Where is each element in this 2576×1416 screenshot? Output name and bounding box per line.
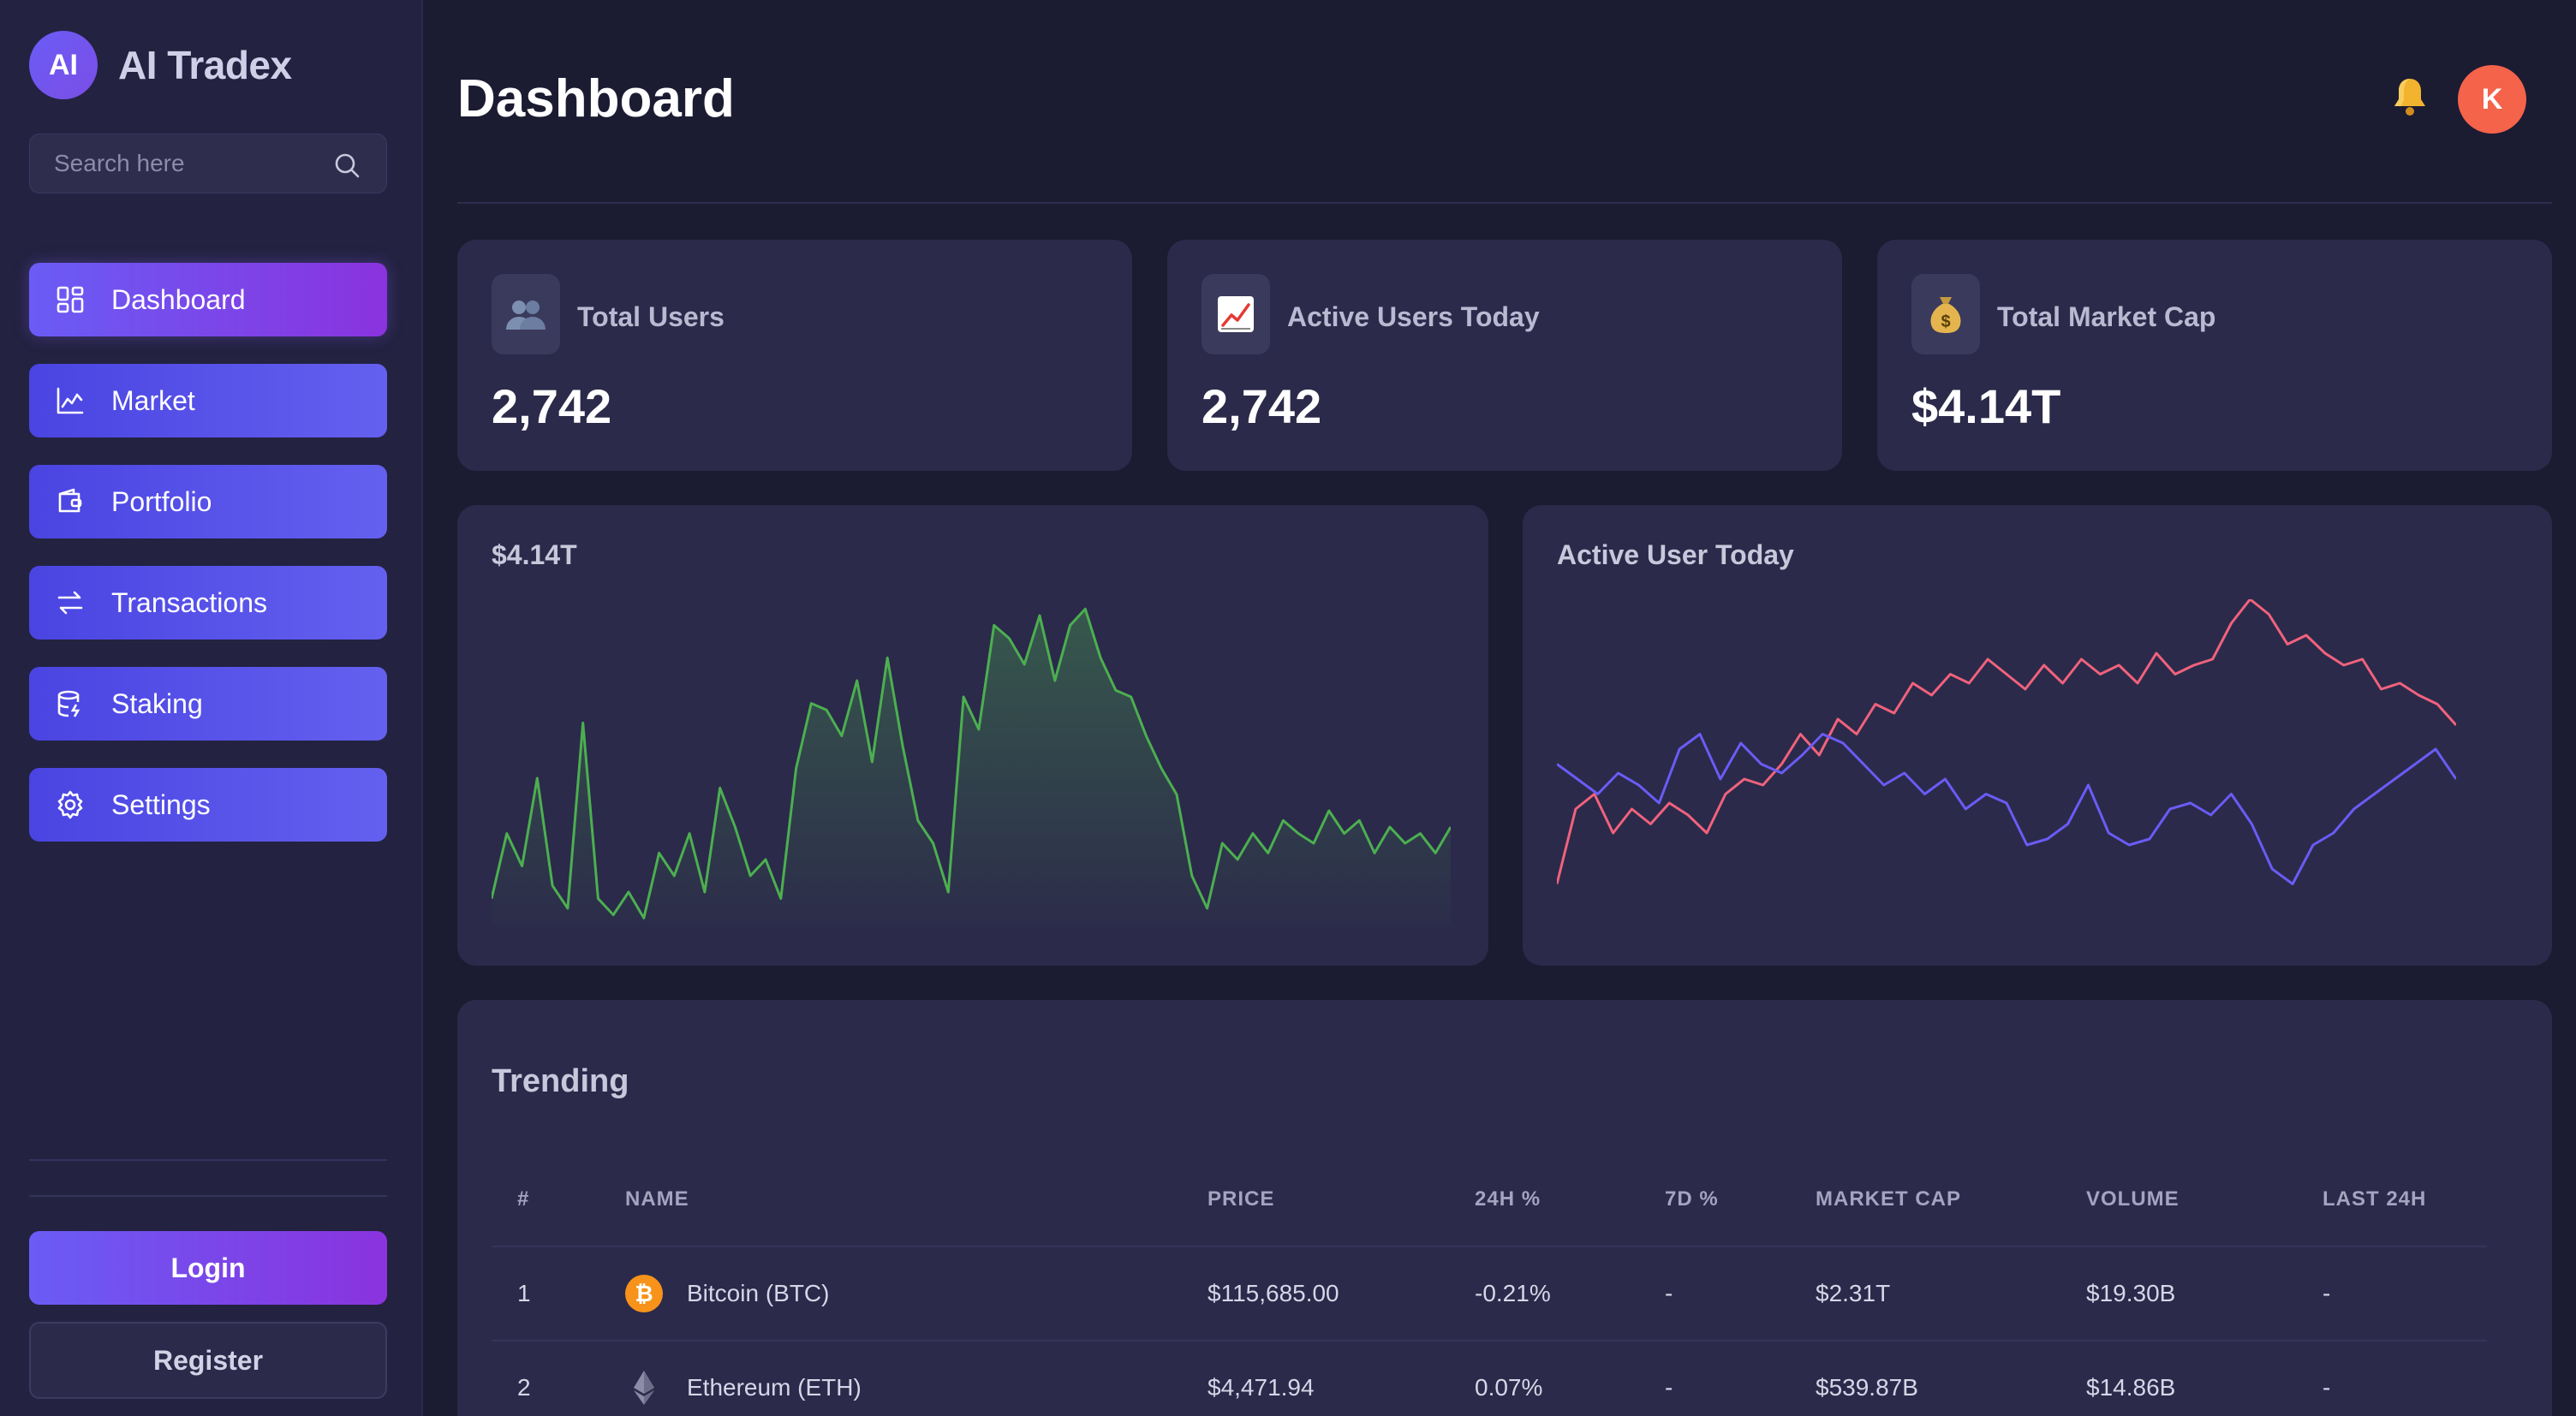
stat-value: 2,742	[492, 379, 612, 433]
notification-bell-icon[interactable]	[2391, 75, 2429, 118]
sidebar-item-market[interactable]: Market	[29, 364, 387, 437]
search-input[interactable]	[54, 134, 337, 193]
sidebar-item-settings[interactable]: Settings	[29, 768, 387, 842]
trending-table: # NAME PRICE 24H % 7D % MARKET CAP VOLUM…	[492, 1152, 2487, 1416]
brand[interactable]: AI AI Tradex	[29, 31, 292, 99]
users-icon	[492, 274, 560, 354]
sidebar-item-label: Staking	[111, 687, 203, 719]
dashboard-grid-icon	[55, 284, 86, 315]
ethereum-icon	[625, 1369, 663, 1407]
cell-24h-change: -0.21%	[1475, 1246, 1665, 1342]
wallet-icon	[55, 486, 86, 517]
gear-icon	[55, 789, 86, 820]
stat-label: Total Market Cap	[1997, 301, 2216, 332]
coin-name[interactable]: Bitcoin (BTC)	[687, 1280, 830, 1306]
brand-name: AI Tradex	[118, 43, 292, 87]
trending-title: Trending	[492, 1063, 629, 1099]
column-header-name[interactable]: NAME	[625, 1152, 1208, 1247]
cell-volume: $19.30B	[2086, 1246, 2323, 1342]
sidebar-item-label: Dashboard	[111, 283, 246, 315]
sidebar-divider	[29, 1159, 387, 1161]
trending-card: Trending # NAME PRICE 24H % 7D % MARKET …	[457, 1000, 2552, 1416]
stat-label: Active Users Today	[1287, 301, 1540, 332]
arrows-swap-icon	[55, 587, 86, 618]
active-user-series-purple-line	[1557, 733, 2456, 885]
cell-rank: 1	[492, 1246, 625, 1342]
sidebar-item-transactions[interactable]: Transactions	[29, 566, 387, 640]
sidebar-nav: Dashboard Market Portfolio Transactions …	[29, 263, 387, 869]
market-cap-line	[492, 607, 1451, 919]
cell-last-24h: -	[2323, 1341, 2487, 1416]
page-title: Dashboard	[457, 69, 735, 128]
register-button[interactable]: Register	[29, 1322, 387, 1399]
cell-7d-change: -	[1665, 1246, 1816, 1342]
coin-name[interactable]: Ethereum (ETH)	[687, 1374, 862, 1401]
trend-up-chart-icon	[1202, 274, 1270, 354]
sidebar-item-label: Portfolio	[111, 485, 212, 517]
sidebar-item-dashboard[interactable]: Dashboard	[29, 263, 387, 336]
table-row[interactable]: 1 ₿ Bitcoin (BTC) $115,685.00 -0.21% - $…	[492, 1246, 2487, 1342]
column-header-market-cap[interactable]: MARKET CAP	[1816, 1152, 2086, 1247]
stat-card-active-users: Active Users Today 2,742	[1167, 240, 1842, 471]
active-user-line-chart	[1557, 599, 2456, 885]
header-divider	[457, 202, 2552, 204]
column-header-last-24h[interactable]: LAST 24H	[2323, 1152, 2487, 1247]
column-header-24h[interactable]: 24H %	[1475, 1152, 1665, 1247]
cell-name: Ethereum (ETH)	[625, 1341, 1208, 1416]
cell-last-24h: -	[2323, 1246, 2487, 1342]
cell-name: ₿ Bitcoin (BTC)	[625, 1246, 1208, 1342]
sidebar-item-label: Market	[111, 384, 195, 416]
column-header-volume[interactable]: VOLUME	[2086, 1152, 2323, 1247]
line-chart-icon	[55, 385, 86, 416]
cell-volume: $14.86B	[2086, 1341, 2323, 1416]
bitcoin-icon: ₿	[625, 1275, 663, 1312]
market-cap-area-chart	[492, 607, 1451, 925]
sidebar-item-portfolio[interactable]: Portfolio	[29, 465, 387, 538]
column-header-7d[interactable]: 7D %	[1665, 1152, 1816, 1247]
column-header-price[interactable]: PRICE	[1208, 1152, 1475, 1247]
sidebar-item-staking[interactable]: Staking	[29, 667, 387, 741]
market-cap-area-fill	[492, 609, 1451, 925]
column-header-rank[interactable]: #	[492, 1152, 625, 1247]
stat-card-market-cap: $ Total Market Cap $4.14T	[1877, 240, 2552, 471]
sidebar-item-label: Settings	[111, 788, 211, 820]
table-row[interactable]: 2 Ethereum (ETH) $4,471.94 0.07% - $539.…	[492, 1341, 2487, 1416]
chart-title: Active User Today	[1557, 539, 1794, 570]
table-header-row: # NAME PRICE 24H % 7D % MARKET CAP VOLUM…	[492, 1152, 2487, 1247]
chart-title: $4.14T	[492, 539, 577, 570]
sidebar-divider	[29, 1195, 387, 1197]
cell-price: $115,685.00	[1208, 1246, 1475, 1342]
brand-logo: AI	[29, 31, 98, 99]
stat-value: $4.14T	[1911, 379, 2061, 433]
stat-label: Total Users	[577, 301, 724, 332]
stat-card-total-users: Total Users 2,742	[457, 240, 1132, 471]
cell-market-cap: $2.31T	[1816, 1246, 2086, 1342]
cell-24h-change: 0.07%	[1475, 1341, 1665, 1416]
svg-text:$: $	[1941, 312, 1950, 331]
sidebar-item-label: Transactions	[111, 586, 267, 618]
search-icon[interactable]	[333, 152, 361, 179]
market-cap-chart-card: $4.14T	[457, 505, 1488, 966]
database-coins-icon	[55, 688, 86, 719]
login-button[interactable]: Login	[29, 1231, 387, 1305]
cell-market-cap: $539.87B	[1816, 1341, 2086, 1416]
active-user-chart-card: Active User Today	[1523, 505, 2552, 966]
search-box	[29, 134, 387, 193]
money-bag-icon: $	[1911, 274, 1980, 354]
cell-7d-change: -	[1665, 1341, 1816, 1416]
active-user-series-red-line	[1557, 599, 2456, 884]
avatar[interactable]: K	[2458, 65, 2526, 134]
cell-rank: 2	[492, 1341, 625, 1416]
stat-value: 2,742	[1202, 379, 1322, 433]
svg-text:₿: ₿	[635, 1281, 653, 1306]
sidebar: AI AI Tradex Dashboard Market Portfolio	[0, 0, 423, 1416]
cell-price: $4,471.94	[1208, 1341, 1475, 1416]
